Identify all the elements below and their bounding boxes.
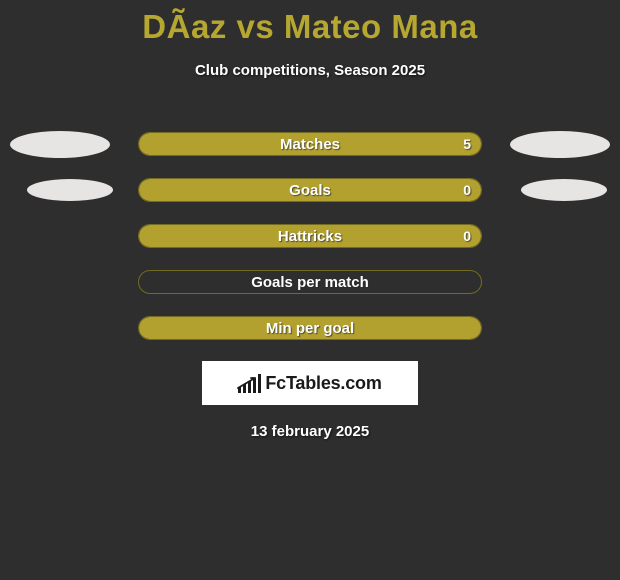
- stat-bar: Goals0: [138, 178, 482, 202]
- player-right-ellipse: [510, 131, 610, 158]
- stat-label: Hattricks: [139, 225, 481, 247]
- stat-row: Goals0: [0, 167, 620, 213]
- stat-row: Goals per match: [0, 259, 620, 305]
- player-left-ellipse: [27, 179, 113, 201]
- stat-value: 0: [463, 225, 471, 247]
- player-left-ellipse: [10, 131, 110, 158]
- stat-bar: Hattricks0: [138, 224, 482, 248]
- stat-bar: Min per goal: [138, 316, 482, 340]
- stat-row: Hattricks0: [0, 213, 620, 259]
- logo-arrow-icon: [237, 375, 263, 389]
- page-title: DÃ­az vs Mateo Mana: [0, 0, 620, 46]
- stats-card: DÃ­az vs Mateo Mana Club competitions, S…: [0, 0, 620, 440]
- branding-text: FcTables.com: [265, 373, 381, 394]
- stat-label: Goals: [139, 179, 481, 201]
- stat-bar: Goals per match: [138, 270, 482, 294]
- stat-label: Min per goal: [139, 317, 481, 339]
- stat-label: Matches: [139, 133, 481, 155]
- branding-logo: FcTables.com: [202, 361, 418, 405]
- page-subtitle: Club competitions, Season 2025: [0, 62, 620, 79]
- stats-rows: Matches5Goals0Hattricks0Goals per matchM…: [0, 121, 620, 351]
- stat-bar: Matches5: [138, 132, 482, 156]
- player-right-ellipse: [521, 179, 607, 201]
- stat-label: Goals per match: [139, 271, 481, 293]
- stat-value: 0: [463, 179, 471, 201]
- stat-row: Min per goal: [0, 305, 620, 351]
- stat-row: Matches5: [0, 121, 620, 167]
- stat-value: 5: [463, 133, 471, 155]
- footer-date: 13 february 2025: [0, 423, 620, 440]
- logo-bars-icon: [238, 373, 261, 393]
